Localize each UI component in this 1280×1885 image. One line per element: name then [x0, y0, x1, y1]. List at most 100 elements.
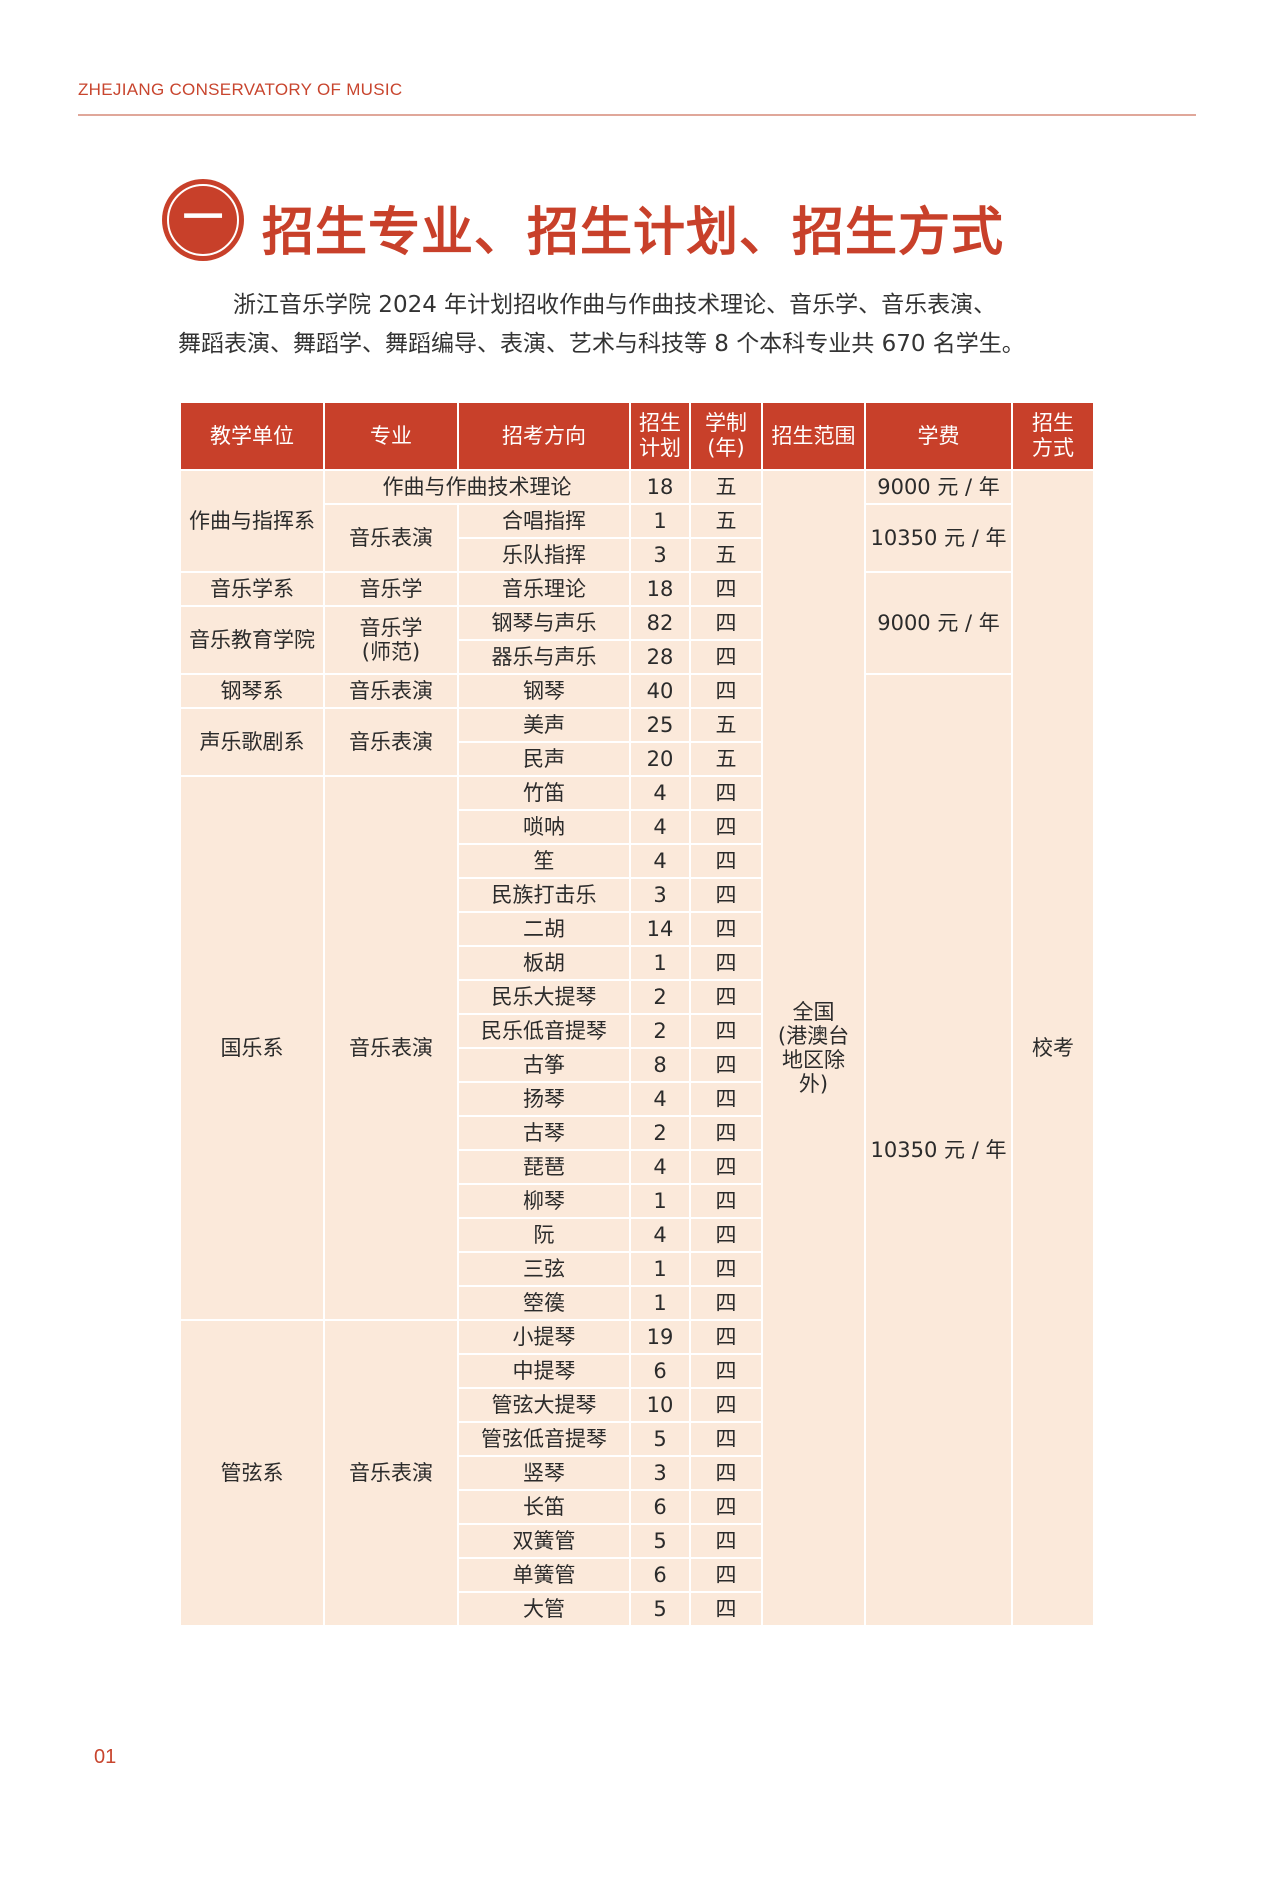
- direction-cell: 音乐理论: [457, 571, 631, 607]
- direction-cell: 双簧管: [457, 1523, 631, 1559]
- table-row: 柳琴 1 四: [180, 1183, 1094, 1219]
- years-cell: 四: [689, 1285, 763, 1321]
- table-row: 箜篌 1 四: [180, 1285, 1094, 1321]
- direction-cell: 合唱指挥: [457, 503, 631, 539]
- plan-cell: 6: [629, 1489, 691, 1525]
- plan-cell: 3: [629, 1455, 691, 1491]
- header-major: 专业: [323, 401, 459, 471]
- header-plan: 招生 计划: [629, 401, 691, 471]
- department-cell: 声乐歌剧系: [179, 707, 325, 777]
- table-row: 民乐低音提琴 2 四: [180, 1013, 1094, 1049]
- direction-cell: 民声: [457, 741, 631, 777]
- direction-cell: 板胡: [457, 945, 631, 981]
- years-cell: 四: [689, 1319, 763, 1355]
- page-number: 01: [94, 1746, 117, 1768]
- header-rule: [78, 114, 1196, 116]
- department-cell: 作曲与指挥系: [179, 469, 325, 573]
- table-row: 民乐大提琴 2 四: [180, 979, 1094, 1015]
- years-cell: 四: [689, 911, 763, 947]
- plan-cell: 5: [629, 1421, 691, 1457]
- direction-cell: 唢呐: [457, 809, 631, 845]
- plan-cell: 82: [629, 605, 691, 641]
- department-cell: 音乐学系: [179, 571, 325, 607]
- department-cell: 国乐系: [179, 775, 325, 1321]
- direction-cell: 笙: [457, 843, 631, 879]
- table-row: 音乐学系 音乐学 音乐理论 18 四 9000 元 / 年: [179, 571, 1094, 675]
- table-row: 三弦 1 四: [180, 1251, 1094, 1287]
- direction-cell: 单簧管: [457, 1557, 631, 1593]
- plan-cell: 18: [629, 571, 691, 607]
- direction-cell: 民乐低音提琴: [457, 1013, 631, 1049]
- department-cell: 音乐教育学院: [179, 605, 325, 675]
- table-row: 大管 5 四: [180, 1591, 1094, 1627]
- years-cell: 四: [689, 1081, 763, 1117]
- years-cell: 四: [689, 877, 763, 913]
- major-cell: 音乐表演: [323, 775, 459, 1321]
- intro-line-2: 舞蹈表演、舞蹈学、舞蹈编导、表演、艺术与科技等 8 个本科专业共 670 名学生…: [178, 331, 1025, 357]
- plan-cell: 40: [629, 673, 691, 709]
- years-cell: 五: [689, 707, 763, 743]
- direction-cell: 乐队指挥: [457, 537, 631, 573]
- plan-cell: 1: [629, 1183, 691, 1219]
- table-row: 管弦低音提琴 5 四: [180, 1421, 1094, 1457]
- major-cell: 音乐表演: [323, 1319, 459, 1627]
- direction-cell: 钢琴: [457, 673, 631, 709]
- enrollment-table: 教学单位 专业 招考方向 招生 计划 学制 (年) 招生范围 学费 招生 方式 作曲与指挥系作…: [179, 401, 1095, 1627]
- plan-cell: 6: [629, 1557, 691, 1593]
- years-cell: 四: [689, 639, 763, 675]
- table-row: 管弦系 音乐表演 小提琴 19 四: [179, 1319, 1094, 1627]
- years-cell: 四: [689, 1591, 763, 1627]
- table-row: 中提琴 6 四: [180, 1353, 1094, 1389]
- plan-cell: 1: [629, 503, 691, 539]
- table-row: 单簧管 6 四: [180, 1557, 1094, 1593]
- header-scope: 招生范围: [761, 401, 866, 471]
- direction-cell: 柳琴: [457, 1183, 631, 1219]
- direction-cell: 大管: [457, 1591, 631, 1627]
- table-row: 民族打击乐 3 四: [180, 877, 1094, 913]
- direction-cell: 器乐与声乐: [457, 639, 631, 675]
- plan-cell: 3: [629, 877, 691, 913]
- header-direction: 招考方向: [457, 401, 631, 471]
- years-cell: 四: [689, 1013, 763, 1049]
- section-title: 招生专业、招生计划、招生方式: [262, 202, 1005, 263]
- fee-cell: 9000 元 / 年: [864, 469, 1013, 505]
- years-cell: 四: [689, 1115, 763, 1151]
- plan-cell: 6: [629, 1353, 691, 1389]
- table-row: 作曲与指挥系 作曲与作曲技术理论 18 五全国 (港澳台 地区除 外) 9000 元 /…: [179, 469, 1095, 1627]
- table-row: 器乐与声乐 28 四: [180, 639, 1094, 675]
- direction-cell: 箜篌: [457, 1285, 631, 1321]
- table-row: 琵琶 4 四: [180, 1149, 1094, 1185]
- table-header-row: 教学单位 专业 招考方向 招生 计划 学制 (年) 招生范围 学费 招生 方式: [179, 401, 1095, 471]
- table-row: 古筝 8 四: [180, 1047, 1094, 1083]
- direction-cell: 管弦低音提琴: [457, 1421, 631, 1457]
- major-cell: 音乐学: [323, 571, 459, 607]
- table-row: 钢琴系 音乐表演 钢琴 40 四 10350 元 / 年: [179, 673, 1094, 1627]
- direction-cell: 美声: [457, 707, 631, 743]
- direction-cell: 扬琴: [457, 1081, 631, 1117]
- table-row: 管弦大提琴 10 四: [180, 1387, 1094, 1423]
- direction-cell: 管弦大提琴: [457, 1387, 631, 1423]
- years-cell: 四: [689, 1387, 763, 1423]
- table-row: 乐队指挥 3 五: [180, 537, 1094, 573]
- direction-cell: 琵琶: [457, 1149, 631, 1185]
- years-cell: 四: [689, 1183, 763, 1219]
- direction-cell: 民族打击乐: [457, 877, 631, 913]
- direction-cell: 二胡: [457, 911, 631, 947]
- direction-cell: 三弦: [457, 1251, 631, 1287]
- years-cell: 四: [689, 571, 763, 607]
- table-row: 双簧管 5 四: [180, 1523, 1094, 1559]
- table-row: 长笛 6 四: [180, 1489, 1094, 1525]
- years-cell: 四: [689, 979, 763, 1015]
- years-cell: 四: [689, 843, 763, 879]
- fee-cell: 9000 元 / 年: [864, 571, 1013, 675]
- years-cell: 四: [689, 809, 763, 845]
- plan-cell: 4: [629, 843, 691, 879]
- years-cell: 四: [689, 1149, 763, 1185]
- section-number-badge: 一: [162, 179, 244, 261]
- plan-cell: 14: [629, 911, 691, 947]
- direction-cell: 中提琴: [457, 1353, 631, 1389]
- fee-cell: 10350 元 / 年: [864, 673, 1013, 1627]
- years-cell: 四: [689, 1251, 763, 1287]
